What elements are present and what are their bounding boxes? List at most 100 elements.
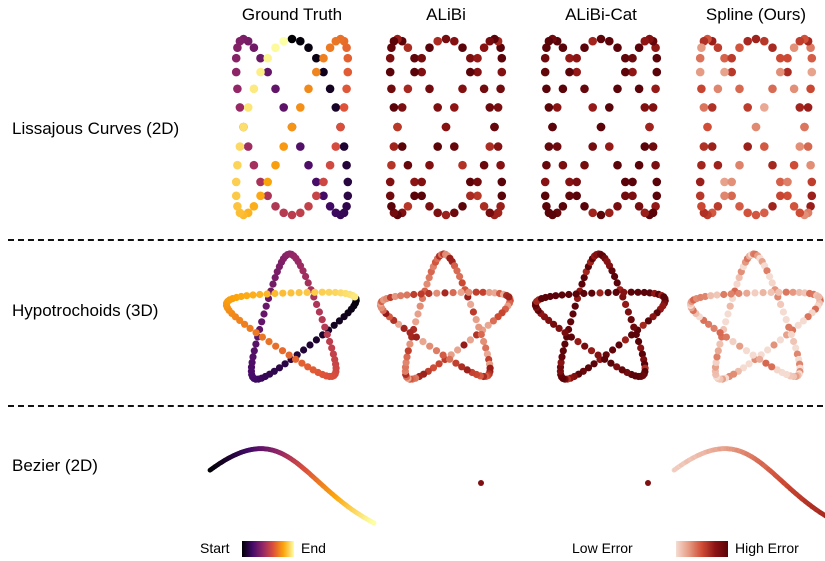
trajectory-point bbox=[450, 36, 459, 46]
trajectory-point bbox=[544, 142, 554, 151]
trajectory-point bbox=[429, 364, 438, 372]
trajectory-point bbox=[412, 333, 420, 341]
trajectory-point bbox=[296, 142, 305, 151]
trajectory-point bbox=[441, 289, 449, 297]
trajectory-point bbox=[485, 36, 495, 46]
trajectory-point bbox=[318, 288, 326, 296]
trajectory-point bbox=[493, 142, 503, 151]
row-divider-2 bbox=[8, 405, 823, 407]
trajectory-point bbox=[281, 360, 289, 368]
trajectory-point bbox=[628, 53, 637, 63]
trajectory-point bbox=[795, 288, 803, 297]
trajectory-point bbox=[385, 177, 395, 187]
trajectory-point bbox=[483, 350, 491, 358]
trajectory-point bbox=[339, 142, 349, 151]
trajectory-point bbox=[756, 355, 764, 363]
trajectory-point bbox=[742, 347, 751, 355]
trajectory-point bbox=[751, 289, 759, 297]
trajectory-point bbox=[724, 310, 732, 318]
trajectory-point bbox=[233, 84, 242, 94]
trajectory-point bbox=[410, 53, 419, 63]
trajectory-point bbox=[233, 202, 242, 211]
trajectory-point bbox=[417, 191, 427, 201]
trajectory-point bbox=[567, 333, 576, 341]
trajectory-point bbox=[287, 289, 295, 297]
trajectory-point bbox=[648, 142, 658, 151]
trajectory-point bbox=[552, 103, 562, 112]
trajectory-point bbox=[414, 310, 422, 318]
trajectory-point bbox=[540, 177, 550, 187]
trajectory-point bbox=[446, 355, 454, 363]
trajectory-point bbox=[389, 208, 399, 218]
trajectory-point bbox=[627, 316, 635, 324]
panel-1-1 bbox=[376, 250, 514, 383]
trajectory-point bbox=[806, 43, 815, 52]
trajectory-point bbox=[558, 43, 568, 52]
trajectory-point bbox=[605, 103, 614, 112]
trajectory-point bbox=[387, 43, 396, 52]
trajectory-point bbox=[475, 323, 483, 331]
trajectory-point bbox=[572, 290, 580, 298]
trajectory-point bbox=[783, 67, 792, 77]
trajectory-point bbox=[387, 84, 396, 94]
trajectory-point bbox=[312, 191, 321, 201]
trajectory-point bbox=[410, 191, 419, 201]
row-label-lissajous: Lissajous Curves (2D) bbox=[12, 119, 180, 138]
trajectory-point bbox=[490, 122, 499, 132]
trajectory-point bbox=[249, 84, 259, 94]
trajectory-point bbox=[727, 191, 736, 201]
trajectory-point bbox=[472, 316, 480, 324]
trajectory-point bbox=[410, 67, 419, 77]
trajectory-point bbox=[496, 160, 505, 170]
trajectory-point bbox=[329, 350, 337, 358]
trajectory-point bbox=[596, 34, 606, 44]
trajectory-point bbox=[315, 308, 323, 316]
trajectory-point bbox=[467, 300, 475, 308]
trajectory-point bbox=[713, 202, 723, 211]
trajectory-point bbox=[697, 202, 706, 211]
trajectory-point bbox=[743, 142, 752, 151]
trajectory-point bbox=[638, 350, 647, 358]
trajectory-point bbox=[342, 202, 351, 211]
trajectory-point bbox=[783, 177, 792, 187]
trajectory-point bbox=[621, 336, 630, 344]
trajectory-point bbox=[452, 359, 460, 367]
trajectory-point bbox=[425, 43, 434, 52]
trajectory-point bbox=[249, 43, 259, 52]
trajectory-point bbox=[306, 341, 314, 349]
trajectory-point bbox=[588, 142, 597, 151]
trajectory-point bbox=[304, 43, 313, 52]
trajectory-point bbox=[458, 363, 466, 371]
trajectory-point bbox=[804, 313, 812, 321]
trajectory-point bbox=[651, 43, 660, 52]
panel-2-3 bbox=[671, 446, 825, 519]
trajectory-point bbox=[793, 350, 802, 358]
trajectory-point bbox=[303, 288, 311, 296]
trajectory-point bbox=[300, 346, 308, 354]
trajectory-point bbox=[235, 208, 245, 218]
trajectory-point bbox=[231, 191, 241, 201]
trajectory-point bbox=[404, 347, 412, 355]
trajectory-point bbox=[644, 317, 653, 325]
trajectory-point bbox=[807, 177, 817, 187]
trajectory-point bbox=[555, 324, 563, 332]
trajectory-point bbox=[432, 347, 441, 355]
trajectory-point bbox=[569, 310, 577, 318]
trajectory-point bbox=[716, 329, 724, 337]
trajectory-point bbox=[565, 290, 573, 299]
trajectory-point bbox=[485, 208, 495, 218]
trajectory-point bbox=[319, 67, 328, 77]
trajectory-point bbox=[497, 67, 507, 77]
trajectory-point bbox=[764, 346, 772, 354]
trajectory-point bbox=[425, 274, 433, 282]
trajectory-point bbox=[256, 191, 265, 201]
trajectory-point bbox=[620, 288, 628, 296]
trajectory-point bbox=[766, 272, 774, 281]
trajectory-point bbox=[433, 103, 443, 112]
trajectory-point bbox=[406, 340, 414, 348]
trajectory-point bbox=[803, 142, 813, 151]
trajectory-point bbox=[271, 289, 279, 298]
trajectory-point bbox=[425, 84, 434, 94]
trajectory-point bbox=[651, 160, 660, 170]
trajectory-point bbox=[263, 53, 273, 63]
